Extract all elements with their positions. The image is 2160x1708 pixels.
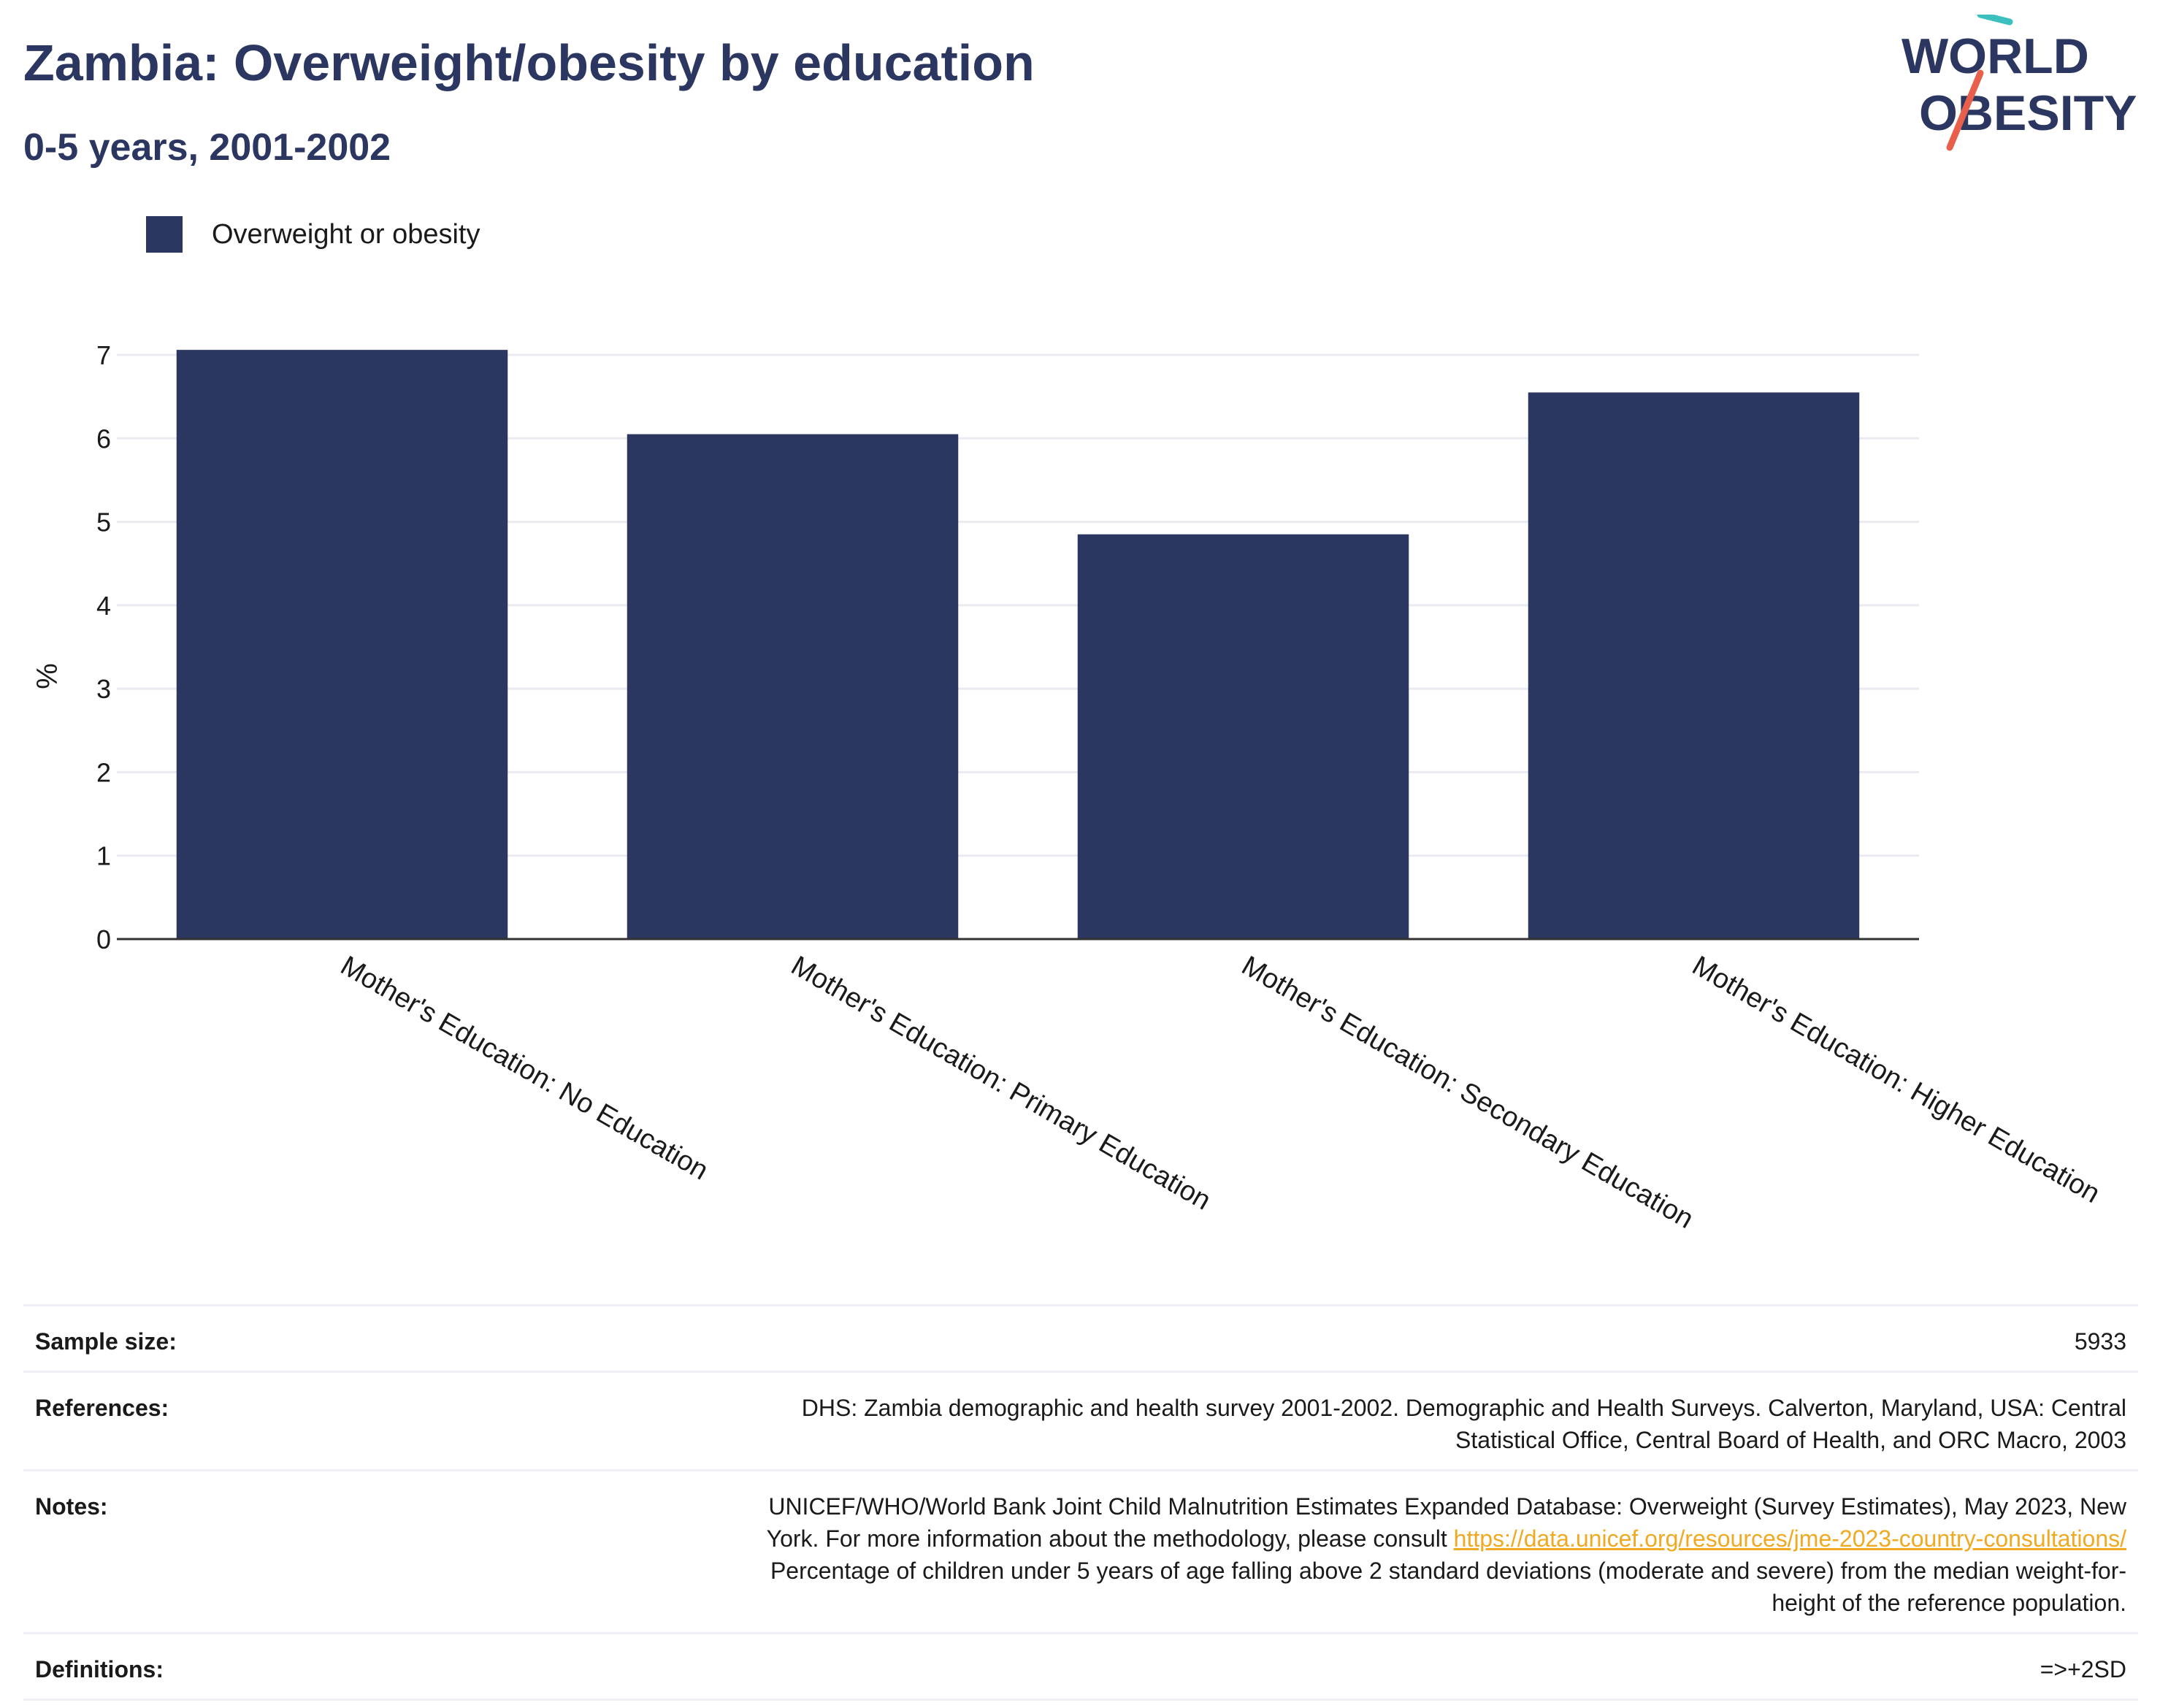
- notes-line-4: height of the reference population.: [1772, 1590, 2126, 1616]
- y-tick-label: 2: [96, 757, 111, 787]
- methodology-link[interactable]: https://data.unicef.org/resources/jme-20…: [1453, 1525, 2126, 1552]
- bar: [1077, 534, 1409, 939]
- sample-size-row: Sample size: 5933: [23, 1304, 2138, 1372]
- bar: [176, 350, 508, 940]
- page-title: Zambia: Overweight/obesity by education: [23, 34, 1035, 91]
- bar: [1528, 392, 1860, 939]
- bar-chart: 0 1 2 3 4 5 6 7% Mother's Education: No Educatio…: [31, 340, 2105, 1235]
- definitions-row: Definitions: =>+2SD: [23, 1632, 2138, 1701]
- chart-legend: Overweight or obesity: [146, 216, 480, 253]
- world-obesity-logo: WORLD OBESITY: [1902, 15, 2137, 151]
- info-table: Sample size: 5933 References: DHS: Zambi…: [23, 1304, 2138, 1701]
- x-tick-label: Mother's Education: Higher Education: [1687, 950, 2105, 1209]
- y-tick-label: 3: [96, 674, 111, 704]
- y-tick-label: 6: [96, 424, 111, 453]
- references-label: References:: [23, 1371, 485, 1471]
- bar: [627, 434, 959, 939]
- y-tick-label: 7: [96, 340, 111, 370]
- notes-line-1: UNICEF/WHO/World Bank Joint Child Malnut…: [768, 1493, 2126, 1520]
- legend-label: Overweight or obesity: [212, 218, 480, 250]
- y-tick-label: 5: [96, 508, 111, 537]
- x-tick-label: Mother's Education: Primary Education: [786, 950, 1216, 1216]
- svg-text:WORLD: WORLD: [1902, 28, 2089, 84]
- references-line-2: Statistical Office, Central Board of Hea…: [1455, 1427, 2126, 1453]
- notes-value: UNICEF/WHO/World Bank Joint Child Malnut…: [485, 1469, 2138, 1634]
- references-line-1: DHS: Zambia demographic and health surve…: [801, 1395, 2126, 1421]
- references-value: DHS: Zambia demographic and health surve…: [485, 1371, 2138, 1471]
- sample-size-label: Sample size:: [23, 1304, 485, 1372]
- page-subtitle: 0-5 years, 2001-2002: [23, 126, 391, 169]
- svg-text:OBESITY: OBESITY: [1919, 85, 2137, 141]
- references-row: References: DHS: Zambia demographic and …: [23, 1371, 2138, 1471]
- notes-line-2: York. For more information about the met…: [766, 1525, 1454, 1552]
- y-tick-label: 0: [96, 924, 111, 954]
- y-tick-label: 4: [96, 591, 111, 621]
- x-tick-label: Mother's Education: No Education: [335, 950, 713, 1186]
- notes-label: Notes:: [23, 1469, 485, 1634]
- notes-line-3: Percentage of children under 5 years of …: [770, 1558, 2126, 1584]
- y-axis-title: %: [31, 663, 64, 689]
- sample-size-value: 5933: [485, 1304, 2138, 1372]
- notes-row: Notes: UNICEF/WHO/World Bank Joint Child…: [23, 1469, 2138, 1634]
- definitions-value: =>+2SD: [485, 1632, 2138, 1701]
- definitions-label: Definitions:: [23, 1632, 485, 1701]
- legend-swatch: [146, 216, 183, 253]
- y-tick-label: 1: [96, 841, 111, 871]
- x-tick-label: Mother's Education: Secondary Education: [1236, 950, 1698, 1235]
